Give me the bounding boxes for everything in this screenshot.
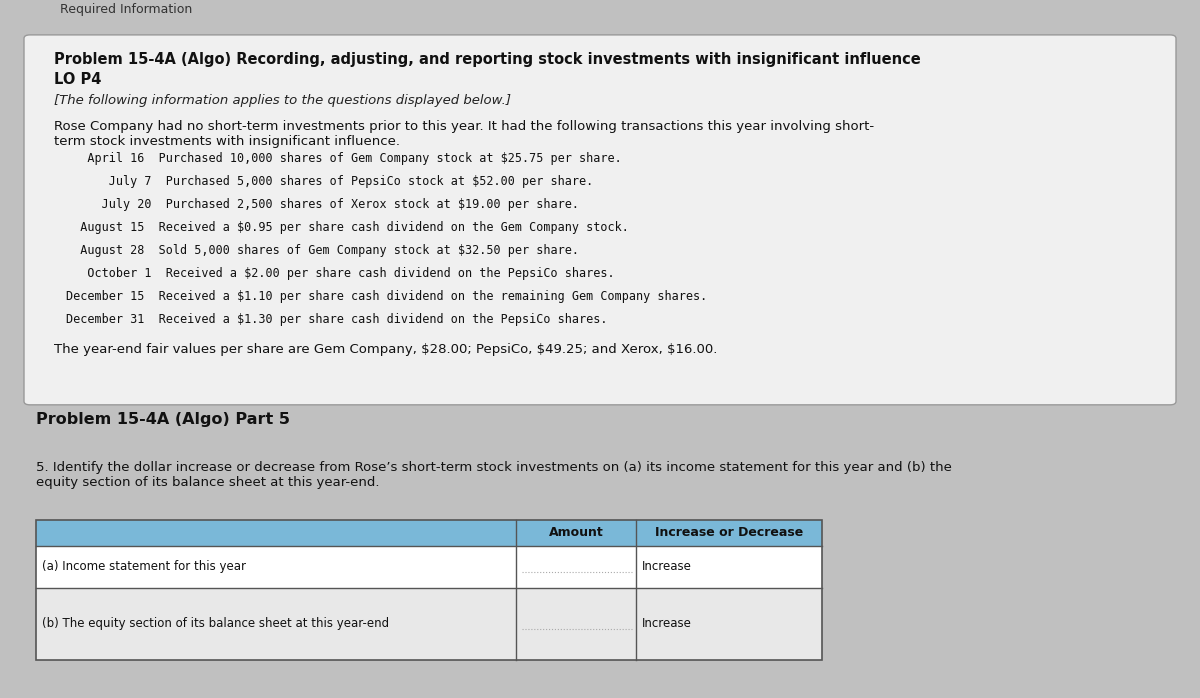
Text: (b) The equity section of its balance sheet at this year-end: (b) The equity section of its balance sh…: [42, 617, 389, 630]
Text: December 15  Received a $1.10 per share cash dividend on the remaining Gem Compa: December 15 Received a $1.10 per share c…: [66, 290, 707, 304]
Text: Increase: Increase: [642, 560, 692, 573]
Text: (a) Income statement for this year: (a) Income statement for this year: [42, 560, 246, 573]
Text: Increase or Decrease: Increase or Decrease: [655, 526, 803, 540]
Text: December 31  Received a $1.30 per share cash dividend on the PepsiCo shares.: December 31 Received a $1.30 per share c…: [66, 313, 607, 327]
Text: The year-end fair values per share are Gem Company, $28.00; PepsiCo, $49.25; and: The year-end fair values per share are G…: [54, 343, 718, 357]
Text: August 15  Received a $0.95 per share cash dividend on the Gem Company stock.: August 15 Received a $0.95 per share cas…: [66, 221, 629, 235]
Text: August 28  Sold 5,000 shares of Gem Company stock at $32.50 per share.: August 28 Sold 5,000 shares of Gem Compa…: [66, 244, 580, 258]
Text: 5. Identify the dollar increase or decrease from Rose’s short-term stock investm: 5. Identify the dollar increase or decre…: [36, 461, 952, 489]
Text: LO P4: LO P4: [54, 72, 101, 87]
Text: Amount: Amount: [548, 526, 604, 540]
Text: July 7  Purchased 5,000 shares of PepsiCo stock at $52.00 per share.: July 7 Purchased 5,000 shares of PepsiCo…: [66, 175, 593, 188]
Text: Increase: Increase: [642, 617, 692, 630]
Text: October 1  Received a $2.00 per share cash dividend on the PepsiCo shares.: October 1 Received a $2.00 per share cas…: [66, 267, 614, 281]
Text: Problem 15-4A (Algo) Recording, adjusting, and reporting stock investments with : Problem 15-4A (Algo) Recording, adjustin…: [54, 52, 920, 67]
Text: [The following information applies to the questions displayed below.]: [The following information applies to th…: [54, 94, 511, 107]
Text: Problem 15-4A (Algo) Part 5: Problem 15-4A (Algo) Part 5: [36, 412, 290, 426]
Text: April 16  Purchased 10,000 shares of Gem Company stock at $25.75 per share.: April 16 Purchased 10,000 shares of Gem …: [66, 152, 622, 165]
Text: Required Information: Required Information: [60, 3, 192, 17]
Text: Rose Company had no short-term investments prior to this year. It had the follow: Rose Company had no short-term investmen…: [54, 120, 874, 148]
Text: July 20  Purchased 2,500 shares of Xerox stock at $19.00 per share.: July 20 Purchased 2,500 shares of Xerox …: [66, 198, 580, 211]
